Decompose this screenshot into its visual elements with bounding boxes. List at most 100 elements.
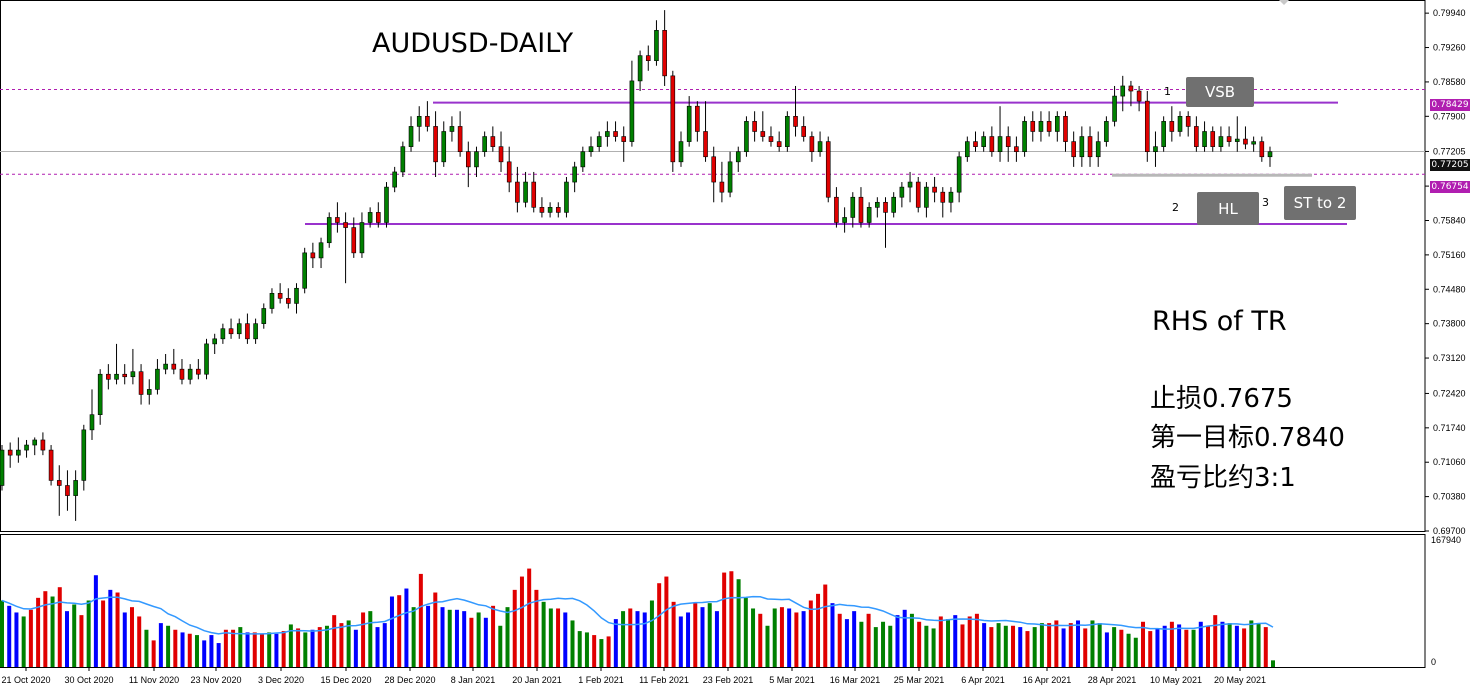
volume-bar xyxy=(758,613,763,667)
volume-bar xyxy=(1097,623,1102,667)
volume-bar xyxy=(1032,627,1037,667)
volume-bar xyxy=(938,616,943,667)
volume-bar xyxy=(317,627,322,667)
volume-bar xyxy=(79,615,84,667)
volume-bar xyxy=(974,613,979,667)
volume-bar xyxy=(267,632,272,667)
candle-body xyxy=(236,323,242,335)
volume-bar xyxy=(281,631,286,667)
volume-bar xyxy=(1141,621,1146,667)
date-tick-label: 25 Mar 2021 xyxy=(894,675,945,685)
date-tick-label: 21 Oct 2020 xyxy=(1,675,50,685)
candle-body xyxy=(883,201,888,213)
price-tick-label: 0.73800 xyxy=(1433,319,1466,329)
candle-body xyxy=(155,368,160,390)
date-tick-label: 16 Apr 2021 xyxy=(1023,675,1072,685)
volume-bar xyxy=(1155,628,1160,667)
volume-bar xyxy=(1177,624,1182,667)
candle-body xyxy=(555,207,561,213)
volume-bar xyxy=(1061,628,1066,667)
volume-bar xyxy=(1054,620,1059,667)
volume-bar xyxy=(1213,615,1218,667)
volume-bar xyxy=(527,568,532,667)
volume-bar xyxy=(454,609,459,667)
scroll-marker-icon xyxy=(1279,0,1289,5)
volume-bar xyxy=(389,596,394,667)
candle-body xyxy=(564,181,569,213)
volume-bar xyxy=(772,608,777,667)
candle-body xyxy=(1136,90,1142,102)
volume-bar xyxy=(664,576,669,667)
candle-body xyxy=(392,171,397,188)
volume-average-line xyxy=(1,595,1274,635)
volume-bar xyxy=(21,616,26,667)
candle-body xyxy=(408,126,414,147)
candle-body xyxy=(228,328,234,335)
volume-bar xyxy=(1162,625,1167,667)
candle-body xyxy=(1038,121,1044,132)
candle-body xyxy=(523,181,528,203)
volume-bar xyxy=(115,592,120,667)
candle-body xyxy=(16,449,21,456)
candle-body xyxy=(277,293,283,299)
volume-bar xyxy=(556,608,561,667)
candle-body xyxy=(948,191,954,203)
volume-bar xyxy=(837,613,842,667)
price-tick-label: 0.74480 xyxy=(1433,284,1466,294)
candle-body xyxy=(1153,146,1158,153)
volume-bar xyxy=(1083,628,1088,667)
candle-body xyxy=(97,373,103,415)
volume-bar xyxy=(346,620,351,667)
volume-bar xyxy=(931,628,936,667)
candle-body xyxy=(1218,136,1224,147)
risk-reward-note: 盈亏比约3:1 xyxy=(1150,463,1296,493)
candle-body xyxy=(965,141,970,158)
volume-bar xyxy=(411,607,416,667)
price-tick-label: 0.79260 xyxy=(1433,43,1466,53)
candle-body xyxy=(670,75,676,163)
volume-bar xyxy=(816,593,821,667)
candle-body xyxy=(1267,151,1273,158)
volume-bar xyxy=(736,579,741,667)
candle-body xyxy=(1251,141,1256,145)
volume-bar xyxy=(1119,629,1124,667)
volume-bar xyxy=(252,632,257,667)
volume-bar xyxy=(93,575,98,667)
callout-number-2: 2 xyxy=(1172,201,1179,214)
price-tick-label: 0.71060 xyxy=(1433,457,1466,467)
volume-bar xyxy=(1249,620,1254,667)
candle-body xyxy=(286,298,291,304)
candle-body xyxy=(253,323,258,340)
volume-bar xyxy=(483,617,488,667)
candle-body xyxy=(359,222,365,254)
candle-body xyxy=(850,196,856,218)
candle-body xyxy=(768,136,774,142)
candle-body xyxy=(171,363,177,370)
volume-bar xyxy=(72,604,77,667)
volume-max-label: 167940 xyxy=(1431,535,1461,545)
volume-bar xyxy=(375,627,380,667)
volume-bar xyxy=(216,643,221,667)
pattern-note: RHS of TR xyxy=(1152,306,1287,337)
volume-bar xyxy=(43,591,48,667)
candle-body xyxy=(866,207,872,223)
candle-body xyxy=(32,439,38,446)
volume-bar xyxy=(1076,620,1081,667)
volume-bar xyxy=(122,612,127,667)
volume-bar xyxy=(1220,621,1225,667)
candle-body xyxy=(776,141,782,147)
volume-bar xyxy=(686,612,691,667)
volume-bar xyxy=(187,633,192,667)
volume-bar xyxy=(519,576,524,667)
candle-body xyxy=(335,217,340,223)
candle-body xyxy=(1030,121,1036,132)
candle-body xyxy=(1194,126,1199,147)
candle-body xyxy=(1177,116,1183,132)
volume-bar xyxy=(1039,623,1044,667)
candle-body xyxy=(875,201,880,208)
price-tick-label: 0.79940 xyxy=(1433,8,1466,18)
volume-bar xyxy=(1148,631,1153,667)
price-tick-label: 0.75160 xyxy=(1433,250,1466,260)
volume-bar xyxy=(599,639,604,667)
candle-body xyxy=(343,222,348,228)
